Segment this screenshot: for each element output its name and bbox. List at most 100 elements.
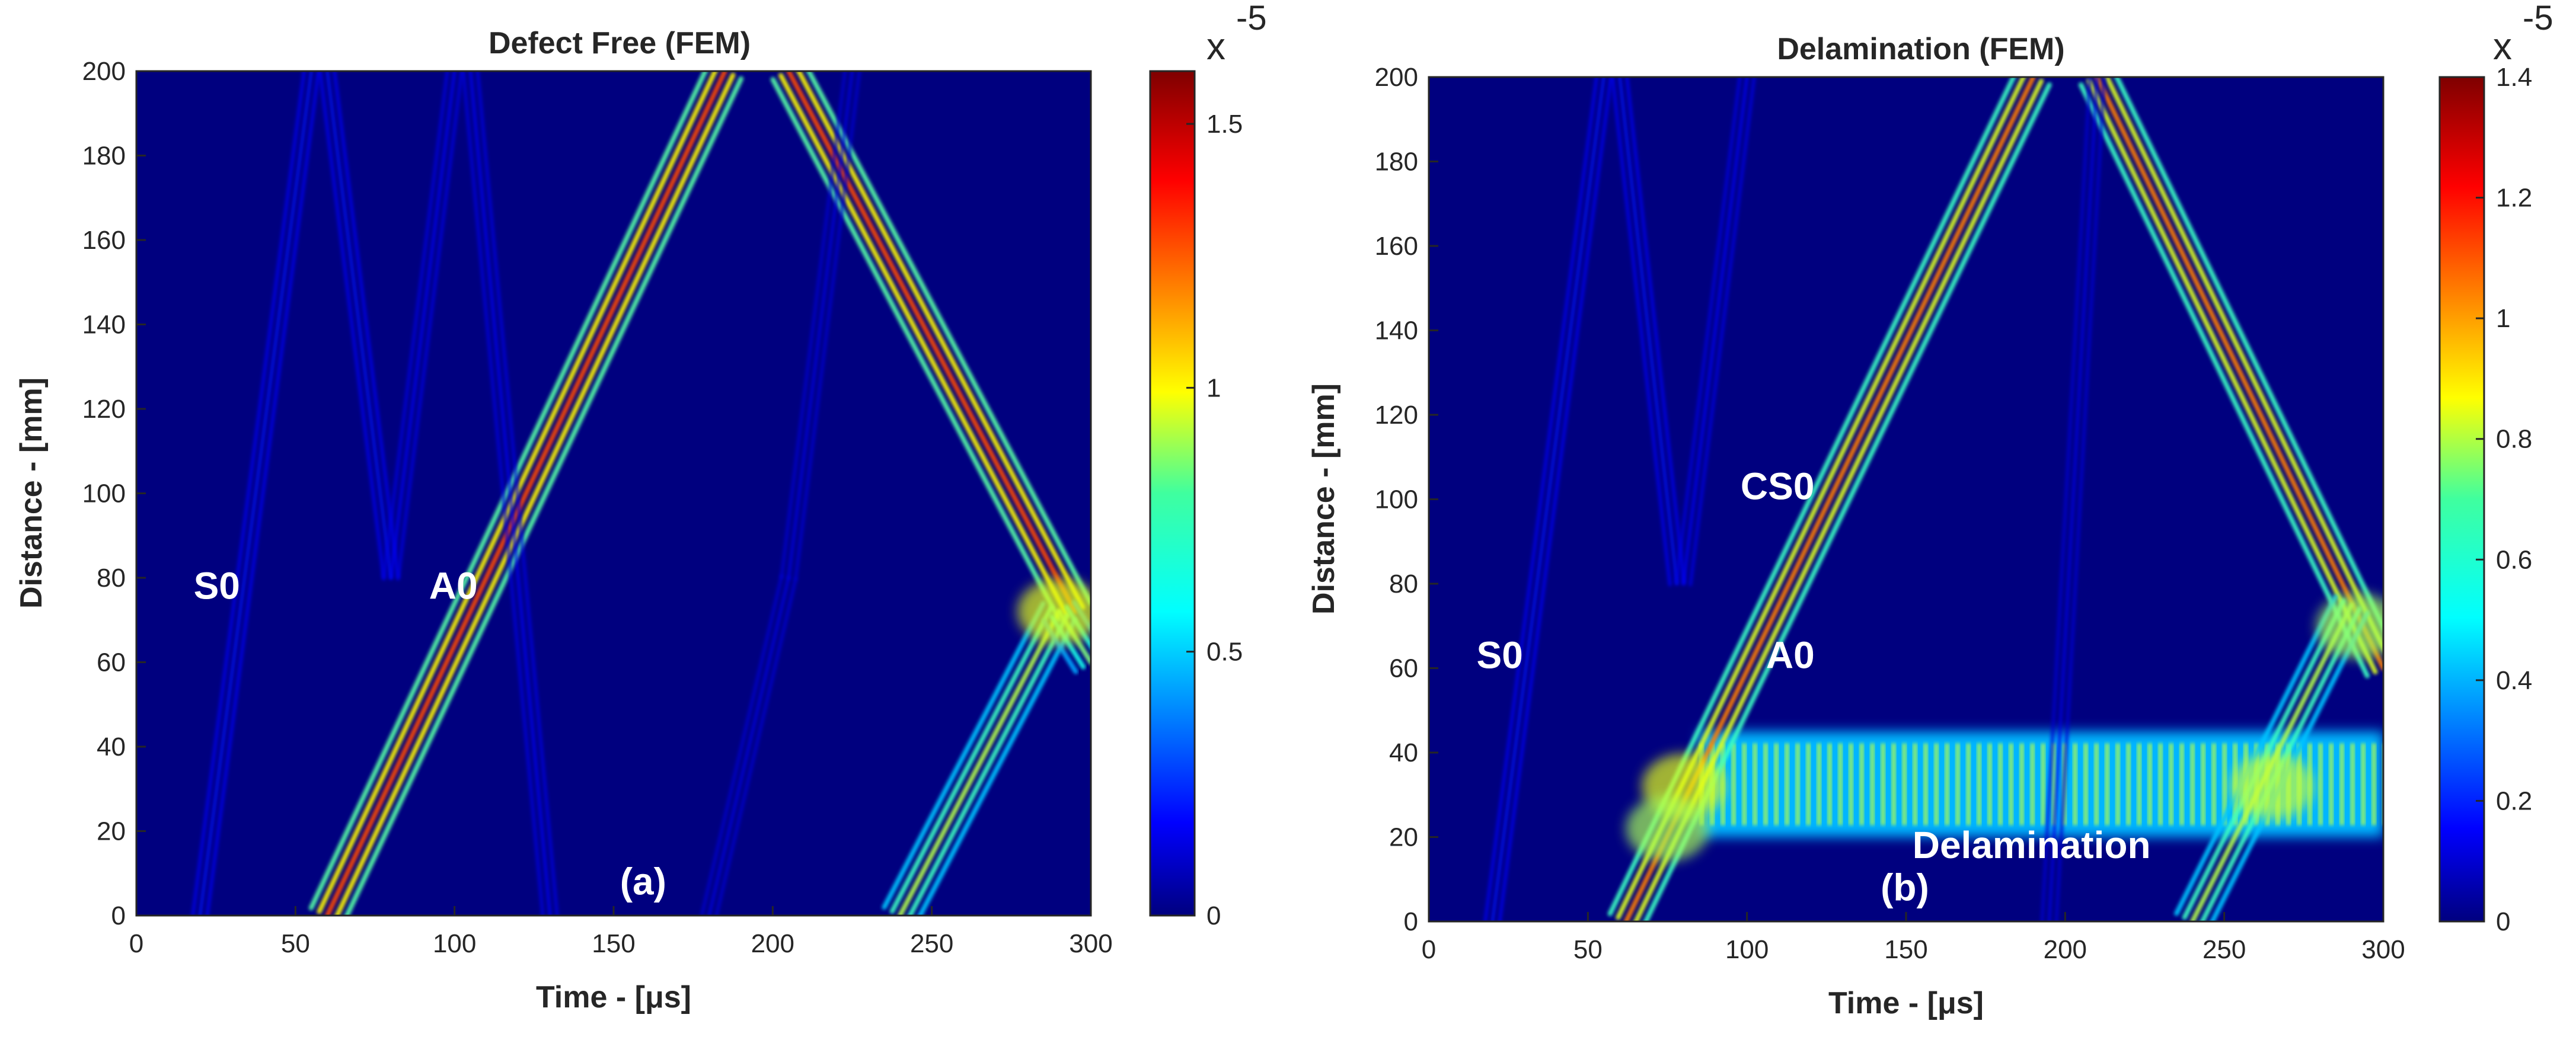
- panel-a-x-label: Time - [μs]: [536, 980, 691, 1015]
- panel-b-plot-area: S0 CS0 A0 Delamination(b): [1428, 76, 2385, 923]
- delamination-band-stripe: [2041, 743, 2046, 825]
- annotation-label: Delamination: [1913, 824, 2151, 866]
- wave-path: [2078, 77, 2383, 679]
- y-tick-label: 20: [1389, 823, 1418, 852]
- delamination-band-stripe: [1827, 743, 1833, 825]
- y-tick-label: 0: [1404, 907, 1418, 936]
- panel-b: Delamination (FEM) S0 CS0 A0 Delamination(b…: [1307, 0, 2553, 1020]
- colorbar-tick-label: 0: [2496, 907, 2510, 936]
- x-tick-label: 300: [1069, 929, 1112, 958]
- hotspot: [1626, 796, 1709, 862]
- delamination-band-stripe: [1753, 743, 1758, 825]
- wave-line: [786, 71, 1078, 614]
- wave-line: [907, 613, 1070, 916]
- wave-line: [2047, 77, 2099, 921]
- wave-line: [780, 71, 847, 579]
- wave-line: [1490, 77, 1606, 921]
- wave-line: [2104, 77, 2383, 654]
- colorbar-tick-label: 0: [1206, 901, 1221, 930]
- delamination-band-stripe: [2339, 743, 2345, 825]
- delamination-band-stripe: [1763, 743, 1769, 825]
- colorbar-tick-label: 1: [2496, 304, 2510, 333]
- wave-line: [2086, 78, 2378, 675]
- delamination-band-stripe: [2169, 743, 2174, 825]
- y-tick-label: 140: [1375, 316, 1418, 345]
- panel-b-colorbar-gradient: [2438, 76, 2485, 923]
- hotspot: [2230, 754, 2314, 819]
- x-tick-label: 250: [910, 929, 953, 958]
- wave-line: [191, 71, 307, 916]
- panel-a-plot-area: S0 A0 (a): [135, 70, 1092, 917]
- delamination-band-stripe: [2350, 743, 2355, 825]
- delamination-band-stripe: [2115, 743, 2121, 825]
- panel-a-y-label: Distance - [mm]: [14, 377, 49, 609]
- delamination-band-stripe: [1881, 743, 1886, 825]
- wave-line: [344, 76, 743, 916]
- delamination-band-stripe: [2083, 743, 2089, 825]
- delamination-band-stripe: [1859, 743, 1865, 825]
- wave-line: [889, 605, 1054, 914]
- wave-line: [2054, 77, 2106, 921]
- wave-line: [1483, 77, 1599, 921]
- wave-line: [1674, 77, 1742, 585]
- wave-line: [1681, 77, 1749, 585]
- wave-line: [334, 72, 736, 916]
- panel-b-x-axis: 0 50 100 150 200 250 300: [1422, 912, 2405, 964]
- delamination-band-stripe: [2211, 743, 2217, 825]
- delamination-band-stripe: [1785, 743, 1790, 825]
- y-tick-label: 120: [82, 395, 126, 424]
- panel-a-heatmap-marks: [191, 71, 1091, 916]
- delamination-band-stripe: [2147, 743, 2153, 825]
- panel-a-colorbar-exponent-base: x: [1206, 25, 1225, 68]
- wave-line: [2095, 77, 2383, 671]
- panel-a-colorbar: 0 0.5 1 1.5 x -5: [1149, 0, 1267, 930]
- wave-line: [2174, 594, 2338, 916]
- wave-line: [806, 71, 1091, 606]
- panel-a-annotations: S0 A0 (a): [194, 565, 666, 903]
- annotation-label: S0: [194, 565, 240, 607]
- wave-line: [882, 601, 1046, 910]
- colorbar-tick-label: 0.6: [2496, 545, 2532, 574]
- wave-line: [468, 71, 552, 916]
- panel-b-colorbar-exponent-base: x: [2493, 25, 2512, 68]
- delamination-band-stripe: [2158, 743, 2163, 825]
- delamination-band-stripe: [1902, 743, 1907, 825]
- delamination-band-stripe: [1955, 743, 1961, 825]
- x-tick-label: 50: [281, 929, 310, 958]
- panel-b-annotations: S0 CS0 A0 Delamination(b): [1477, 465, 2151, 909]
- y-tick-label: 40: [1389, 738, 1418, 767]
- delamination-band-stripe: [1891, 743, 1897, 825]
- delamination-band-stripe: [1998, 743, 2003, 825]
- wave-path: [191, 71, 321, 916]
- wave-line: [325, 71, 393, 580]
- delamination-band-stripe: [1806, 743, 1811, 825]
- colorbar-tick-label: 0.5: [1206, 638, 1243, 667]
- panel-b-colorbar-ticks: 0 0.2 0.4 0.6 0.8 1 1.2 1.4: [2476, 63, 2532, 936]
- panel-b-heatmap-marks: [1483, 77, 2383, 921]
- wave-line: [461, 71, 545, 916]
- wave-line: [318, 71, 386, 581]
- colorbar-tick-label: 1.4: [2496, 63, 2532, 92]
- annotation-label: (b): [1881, 866, 1929, 908]
- delamination-band-stripe: [1987, 743, 1993, 825]
- annotation-label: A0: [1766, 634, 1815, 677]
- wave-line: [778, 73, 1070, 619]
- delamination-band-stripe: [2094, 743, 2099, 825]
- hotspot: [1017, 579, 1091, 644]
- y-tick-label: 120: [1375, 401, 1418, 430]
- wave-path: [780, 71, 861, 581]
- wave-line: [796, 71, 1086, 610]
- delamination-band-stripe: [1966, 743, 1971, 825]
- x-tick-label: 50: [1573, 935, 1603, 964]
- y-tick-label: 20: [97, 817, 126, 846]
- wave-line: [1498, 77, 1613, 921]
- wave-line: [1611, 77, 1672, 587]
- colorbar-tick-label: 0.2: [2496, 786, 2532, 815]
- delamination-band-stripe: [1795, 743, 1801, 825]
- delamination-band-stripe: [1731, 743, 1737, 825]
- delamination-band-stripe: [2179, 743, 2185, 825]
- y-tick-label: 160: [82, 226, 126, 255]
- colorbar-tick-label: 1.2: [2496, 184, 2532, 213]
- wave-path: [770, 71, 1091, 623]
- y-tick-label: 40: [97, 732, 126, 761]
